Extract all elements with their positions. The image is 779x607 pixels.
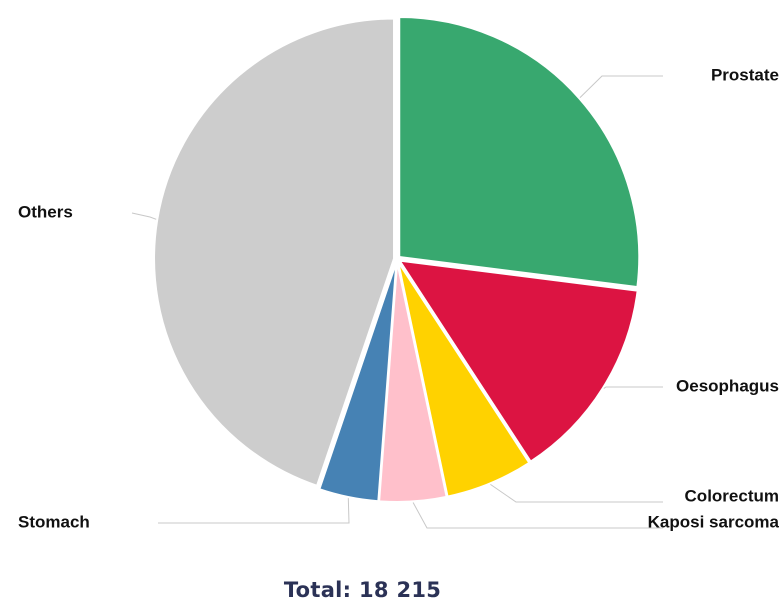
leader-line-prostate (579, 75, 663, 98)
pie-slice-others (153, 17, 396, 487)
slice-label-colorectum: Colorectum (685, 486, 779, 505)
leader-line-colorectum (490, 483, 663, 503)
leader-line-oesophagus (603, 386, 663, 389)
slice-label-kaposi-sarcoma: Kaposi sarcoma (648, 512, 779, 531)
total-label: Total: (283, 578, 352, 602)
total-value: 18 215 (359, 578, 442, 602)
slice-label-prostate: Prostate (711, 65, 779, 84)
leader-line-others (131, 212, 157, 220)
leader-line-kaposi-sarcoma (412, 502, 663, 529)
pie-slice-oesophagus (398, 259, 639, 463)
slice-label-stomach: Stomach (18, 512, 90, 531)
pie-slice-colorectum (397, 260, 531, 498)
pie-slice-stomach (318, 260, 398, 503)
slice-label-others: Others (18, 202, 73, 221)
leader-line-stomach (158, 498, 350, 524)
slice-label-oesophagus: Oesophagus (676, 376, 779, 395)
pie-slice-prostate (398, 16, 641, 289)
total-caption: Total: 18 215 (0, 578, 725, 602)
